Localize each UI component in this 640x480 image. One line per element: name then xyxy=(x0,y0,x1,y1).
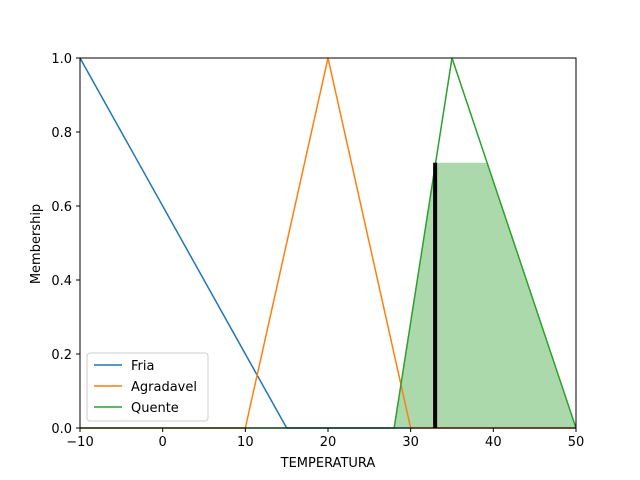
legend-entry-fria: Fria xyxy=(131,359,154,374)
y-tick-label: 0.8 xyxy=(51,126,72,141)
x-tick-label: 10 xyxy=(237,435,254,450)
x-tick-label: −10 xyxy=(66,435,93,450)
x-axis-label: TEMPERATURA xyxy=(280,456,376,471)
x-tick-label: 50 xyxy=(568,435,585,450)
x-tick-label: 30 xyxy=(402,435,419,450)
y-tick-label: 0.4 xyxy=(51,274,72,289)
y-tick-label: 0.6 xyxy=(51,200,72,215)
legend-entry-quente: Quente xyxy=(131,401,179,416)
y-tick-label: 1.0 xyxy=(51,52,72,67)
legend: Fria Agradavel Quente xyxy=(86,352,209,422)
y-tick-label: 0.2 xyxy=(51,348,72,363)
legend-entry-agradavel: Agradavel xyxy=(131,380,197,395)
axes: −10 0 10 20 30 40 50 0.0 0.2 0.4 0.6 0.8 1.0 xyxy=(51,52,584,450)
y-axis-label: Membership xyxy=(29,204,44,284)
x-tick-label: 20 xyxy=(320,435,337,450)
x-tick-label: 40 xyxy=(485,435,502,450)
x-tick-label: 0 xyxy=(159,435,167,450)
activation-area xyxy=(80,162,576,428)
legend-box xyxy=(86,352,209,422)
y-tick-label: 0.0 xyxy=(51,422,72,437)
